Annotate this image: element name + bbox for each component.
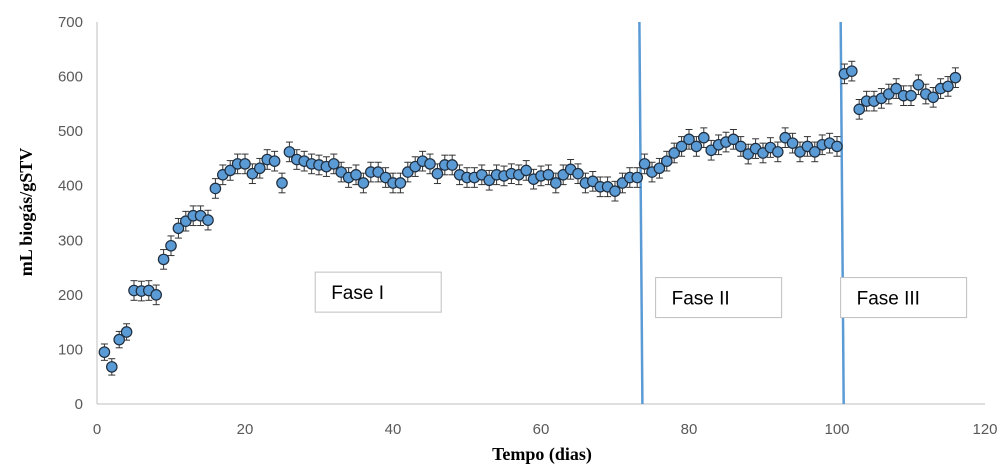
data-point [949,71,962,84]
y-tick-label: 500 [58,123,83,140]
data-point [845,65,858,77]
x-tick-label: 0 [93,421,101,438]
x-tick-label: 60 [533,421,550,438]
x-tick-label: 120 [972,421,997,438]
data-point [357,177,370,189]
y-axis-title: mL biogás/gSTV [16,148,36,277]
data-point [734,140,747,153]
tick-labels: 0 100 200 300 400 500 600 700 0 20 40 60 80 100 120 [58,14,998,438]
axes [96,22,985,405]
phase-labels: Fase I Fase II Fase III [314,271,968,319]
data-point [202,214,214,226]
data-point [905,89,917,102]
data-point [446,159,458,171]
data-point [283,146,296,158]
data-point [150,289,162,301]
data-point [927,91,939,104]
y-tick-label: 200 [58,287,83,304]
data-point [157,253,170,266]
data-point [808,146,821,158]
data-point [549,177,562,189]
y-tick-label: 400 [58,178,83,195]
data-point [350,169,362,181]
data-point [542,169,555,181]
data-point [572,167,584,180]
data-point [106,361,118,373]
data-point [660,155,673,167]
phase-lines [638,21,845,405]
data-point [727,133,740,146]
data-point [276,177,288,189]
data-point [653,162,666,175]
y-tick-label: 300 [58,232,83,249]
phase-boundary-line [638,21,644,405]
data-point [224,164,236,177]
data-point [609,185,621,197]
data-point [239,158,251,170]
data-point [675,140,688,153]
x-tick-label: 40 [385,421,402,438]
data-point [631,171,643,184]
data-point [853,103,865,116]
x-tick-label: 100 [824,421,849,438]
data-point [831,140,843,153]
data-point [683,133,695,146]
phase-label: Fase II [672,289,730,310]
error-bars [100,60,959,376]
x-tick-label: 20 [237,421,254,438]
data-point [912,78,925,91]
y-tick-label: 600 [58,69,83,86]
y-tick-label: 700 [58,14,83,31]
x-axis-title: Tempo (dias) [492,444,592,465]
data-point [209,182,222,195]
data-point [690,140,703,153]
data-point [424,158,436,170]
data-point [771,146,784,158]
data-point [98,346,111,358]
y-tick-label: 100 [58,341,83,358]
data-point [942,80,954,93]
y-tick-label: 0 [75,396,83,413]
data-point [120,326,133,338]
data-point [268,155,281,167]
phase-boundary-line [839,21,845,405]
data-point [668,147,680,159]
phase-label-box [840,277,968,319]
data-point [327,158,340,170]
data-point [786,137,799,149]
phase-label-box [314,271,442,313]
data-point [890,82,902,95]
data-point [431,167,444,180]
data-point [520,164,532,177]
data-point [165,239,177,252]
data-point [638,158,651,170]
data-point [394,177,407,189]
data-point [253,162,266,175]
data-point [172,222,185,235]
data-points [98,65,962,373]
data-point [697,131,710,144]
phase-label: Fase I [331,283,384,304]
phase-label: Fase III [857,289,920,310]
phase-label-box [655,277,783,319]
data-point [113,333,125,346]
x-tick-label: 80 [681,421,698,438]
